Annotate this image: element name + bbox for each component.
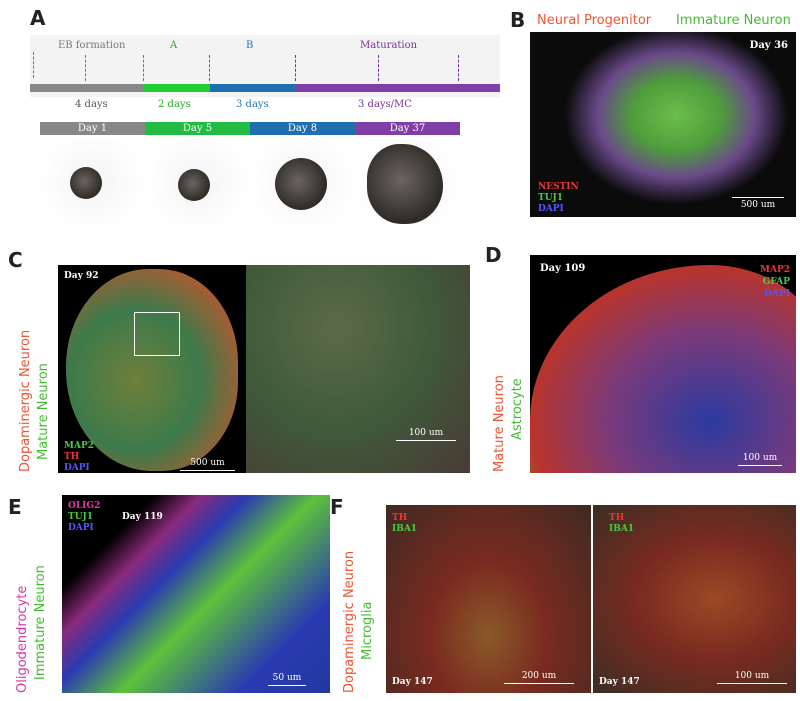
- side-label: Astrocyte: [510, 378, 525, 440]
- stage-label: Maturation: [360, 40, 418, 51]
- day-bar: Day 8: [250, 122, 355, 135]
- side-label: Dopaminergic Neuron: [18, 329, 33, 472]
- tick: [33, 52, 34, 78]
- day-label: Day 92: [64, 271, 99, 281]
- scale-bar: 50 um: [268, 673, 306, 686]
- day-label: Day 109: [540, 263, 586, 274]
- marker: IBA1: [392, 524, 418, 534]
- marker: DAPI: [68, 523, 94, 533]
- marker: MAP2: [760, 265, 790, 275]
- marker: TH: [392, 513, 408, 523]
- marker: TUJ1: [538, 193, 564, 203]
- marker: GFAP: [762, 277, 790, 287]
- duration: 3 days: [236, 99, 269, 110]
- stage-label: A: [170, 40, 178, 51]
- tick: [295, 55, 296, 81]
- microscopy-image: Day 109 MAP2 GFAP DAPI 100 um: [530, 255, 796, 473]
- eb-image: [355, 140, 459, 225]
- stage-bar: [30, 84, 144, 92]
- microscopy-image: OLIG2 TUJ1 DAPI Day 119 50 um: [62, 495, 330, 693]
- scale-bar: 100 um: [738, 453, 782, 466]
- scale-bar: 200 um: [504, 671, 574, 684]
- day-label: Day 119: [122, 512, 163, 522]
- duration: 3 days/MC: [358, 99, 412, 110]
- stage-bar: [210, 84, 296, 92]
- side-label: Oligodendrocyte: [15, 585, 30, 693]
- tick: [378, 55, 379, 81]
- duration: 4 days: [75, 99, 108, 110]
- day-label: Day 36: [749, 40, 788, 51]
- eb-image: [40, 140, 144, 225]
- panel-label: C: [8, 248, 23, 272]
- tick: [209, 55, 210, 81]
- scale-bar: 100 um: [396, 428, 456, 441]
- side-label: Mature Neuron: [492, 375, 507, 472]
- stage-bar: [144, 84, 210, 92]
- panel-label: F: [330, 495, 344, 519]
- day-label: Day 147: [599, 677, 640, 687]
- day-bar: Day 1: [40, 122, 145, 135]
- tick: [143, 55, 144, 81]
- stage-bar: [296, 84, 500, 92]
- eb-image: [145, 140, 249, 225]
- marker: DAPI: [538, 204, 564, 214]
- marker: MAP2: [64, 441, 94, 451]
- marker: NESTIN: [538, 182, 579, 192]
- scale-bar: 500 um: [180, 458, 235, 471]
- day-label: Day 147: [392, 677, 433, 687]
- marker: TH: [64, 452, 80, 462]
- duration: 2 days: [158, 99, 191, 110]
- tick: [85, 55, 86, 81]
- panel-label: A: [30, 6, 46, 30]
- panel-label: E: [8, 495, 22, 519]
- side-label: Dopaminergic Neuron: [342, 550, 357, 693]
- marker: IBA1: [609, 524, 635, 534]
- panel-label: B: [510, 8, 526, 32]
- scale-bar: 100 um: [717, 671, 787, 684]
- scale-bar: 500 um: [732, 197, 784, 210]
- stage-label: B: [246, 40, 254, 51]
- stage-label: EB formation: [58, 40, 126, 51]
- microscopy-image: 100 um: [246, 265, 470, 473]
- panel-label: D: [485, 243, 502, 267]
- stain-title: Neural Progenitor: [537, 13, 652, 28]
- day-bar: Day 5: [145, 122, 250, 135]
- side-label: Immature Neuron: [33, 565, 48, 680]
- stain-title: Immature Neuron: [676, 13, 791, 28]
- marker: TH: [609, 513, 625, 523]
- marker: DAPI: [64, 463, 90, 473]
- day-bar: Day 37: [355, 122, 460, 135]
- side-label: Mature Neuron: [36, 363, 51, 460]
- microscopy-image: TH IBA1 Day 147 200 um: [386, 505, 591, 693]
- marker: OLIG2: [68, 501, 101, 511]
- microscopy-image: Day 36 NESTIN TUJ1 DAPI 500 um: [530, 32, 796, 217]
- eb-image: [250, 140, 354, 225]
- tick: [458, 55, 459, 81]
- marker: DAPI: [764, 289, 790, 299]
- microscopy-image: Day 92 MAP2 TH DAPI 500 um: [58, 265, 246, 473]
- side-label: Microglia: [360, 601, 375, 660]
- marker: TUJ1: [68, 512, 94, 522]
- microscopy-image: TH IBA1 Day 147 100 um: [593, 505, 796, 693]
